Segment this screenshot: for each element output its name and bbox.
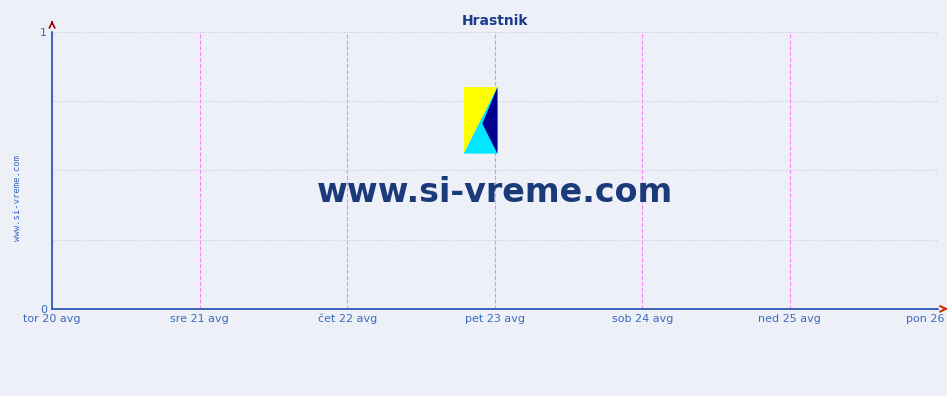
Text: www.si-vreme.com: www.si-vreme.com [12, 155, 22, 241]
Polygon shape [464, 87, 497, 154]
Text: www.si-vreme.com: www.si-vreme.com [316, 176, 673, 209]
Legend: SO2 [ppm], CO [ppm]: SO2 [ppm], CO [ppm] [449, 395, 541, 396]
Title: Hrastnik: Hrastnik [461, 14, 528, 28]
Polygon shape [482, 87, 497, 154]
Polygon shape [464, 87, 497, 154]
